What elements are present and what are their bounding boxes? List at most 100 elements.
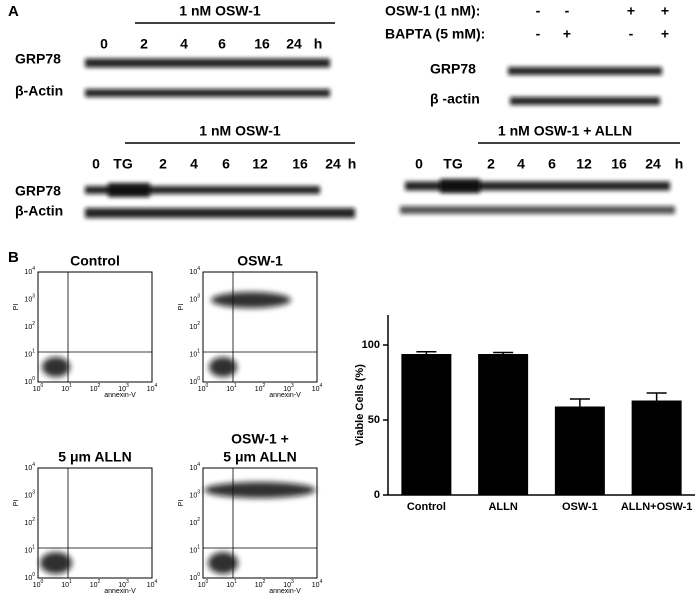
y-tick-label: 100 [24,376,35,386]
blot-band [85,58,330,68]
y-axis-label: PI [178,304,185,311]
lane-label: 4 [517,156,525,172]
lane-label: 24 [325,156,341,172]
tick-exp: 2 [197,321,200,327]
x-tick-label: Control [407,501,446,513]
tick-base: 10 [24,324,32,331]
tick-exp: 2 [98,579,101,585]
x-tick-label: 102 [255,383,266,393]
y-tick-label: 50 [368,414,380,426]
tick-base: 10 [189,547,197,554]
lane-label: 2 [487,156,495,172]
panel-label: A [8,3,19,20]
tick-base: 10 [24,520,32,527]
blot-header: 1 nM OSW-1 + ALLN [498,123,632,139]
y-tick-label: 104 [24,266,35,276]
tick-base: 10 [198,582,206,589]
tick-base: 10 [24,547,32,554]
y-tick-label: 103 [189,294,200,304]
tick-exp: 4 [197,266,200,272]
cell-cloud [42,357,70,377]
tick-exp: 3 [126,383,129,389]
plot-frame [37,467,153,579]
x-tick-label: 101 [61,579,72,589]
tick-base: 10 [189,575,197,582]
tick-base: 10 [189,492,197,499]
plot-title: Control [70,253,120,269]
tick-exp: 0 [41,383,44,389]
tick-base: 10 [283,582,291,589]
tick-base: 10 [189,296,197,303]
tick-base: 10 [189,379,197,386]
y-axis-label: PI [13,500,20,507]
tick-base: 10 [90,582,98,589]
plot-frame [202,271,318,383]
tick-base: 10 [33,582,41,589]
blot-band [400,206,675,214]
tick-exp: 3 [32,490,35,496]
lane-label: TG [443,156,463,172]
cell-cloud [209,357,237,377]
x-tick-label: 100 [198,579,209,589]
plot-frame [202,467,318,579]
tick-exp: 2 [263,383,266,389]
cell-cloud [208,552,238,574]
lane-label: 24 [645,156,661,172]
tick-base: 10 [90,386,98,393]
tick-base: 10 [147,386,155,393]
y-tick-label: 101 [24,349,35,359]
y-tick-label: 103 [24,294,35,304]
tick-exp: 1 [32,545,35,551]
y-axis-label: PI [178,500,185,507]
tick-exp: 4 [155,579,158,585]
x-axis-label: annexin-V [104,588,136,595]
blot-band [85,208,355,218]
blot-band [85,89,330,97]
lane-label: 6 [548,156,556,172]
x-tick-label: 104 [312,579,323,589]
tick-base: 10 [189,520,197,527]
x-tick-label: 100 [33,383,44,393]
plot-title: 5 μm ALLN [58,449,131,465]
y-tick-label: 0 [374,489,380,501]
lane-label: 24 [286,36,302,52]
y-tick-label: 100 [362,339,380,351]
x-axis-label: annexin-V [104,392,136,399]
tick-exp: 3 [32,294,35,300]
lane-label: 0 [100,36,108,52]
cell-cloud [211,292,291,308]
lane-label: 6 [218,36,226,52]
tick-base: 10 [226,582,234,589]
lane-label: 16 [292,156,308,172]
bar [401,354,452,495]
x-tick-label: 102 [90,383,101,393]
tick-exp: 4 [32,462,35,468]
x-tick-label: 103 [118,383,129,393]
plot-title: 5 μm ALLN [223,449,296,465]
tick-base: 10 [255,386,263,393]
tick-exp: 4 [320,383,323,389]
bar [554,406,605,495]
tick-exp: 2 [32,321,35,327]
tick-base: 10 [33,386,41,393]
plot-frame [37,271,153,383]
tick-exp: 2 [32,517,35,523]
tick-base: 10 [189,269,197,276]
tick-exp: 4 [155,383,158,389]
blot-header: 1 nM OSW-1 [199,123,281,139]
tick-exp: 1 [234,579,237,585]
x-tick-label: 101 [61,383,72,393]
lane-label: h [314,36,323,52]
condition-sign: - [629,26,634,42]
tick-base: 10 [255,582,263,589]
y-axis-label: Viable Cells (%) [354,364,366,446]
y-tick-label: 100 [189,376,200,386]
blot-band [440,179,480,193]
tick-base: 10 [189,324,197,331]
tick-exp: 4 [197,462,200,468]
blot-band [85,186,320,194]
tick-exp: 0 [197,376,200,382]
tick-exp: 3 [291,579,294,585]
condition-sign: - [565,3,570,19]
bar [478,354,529,495]
